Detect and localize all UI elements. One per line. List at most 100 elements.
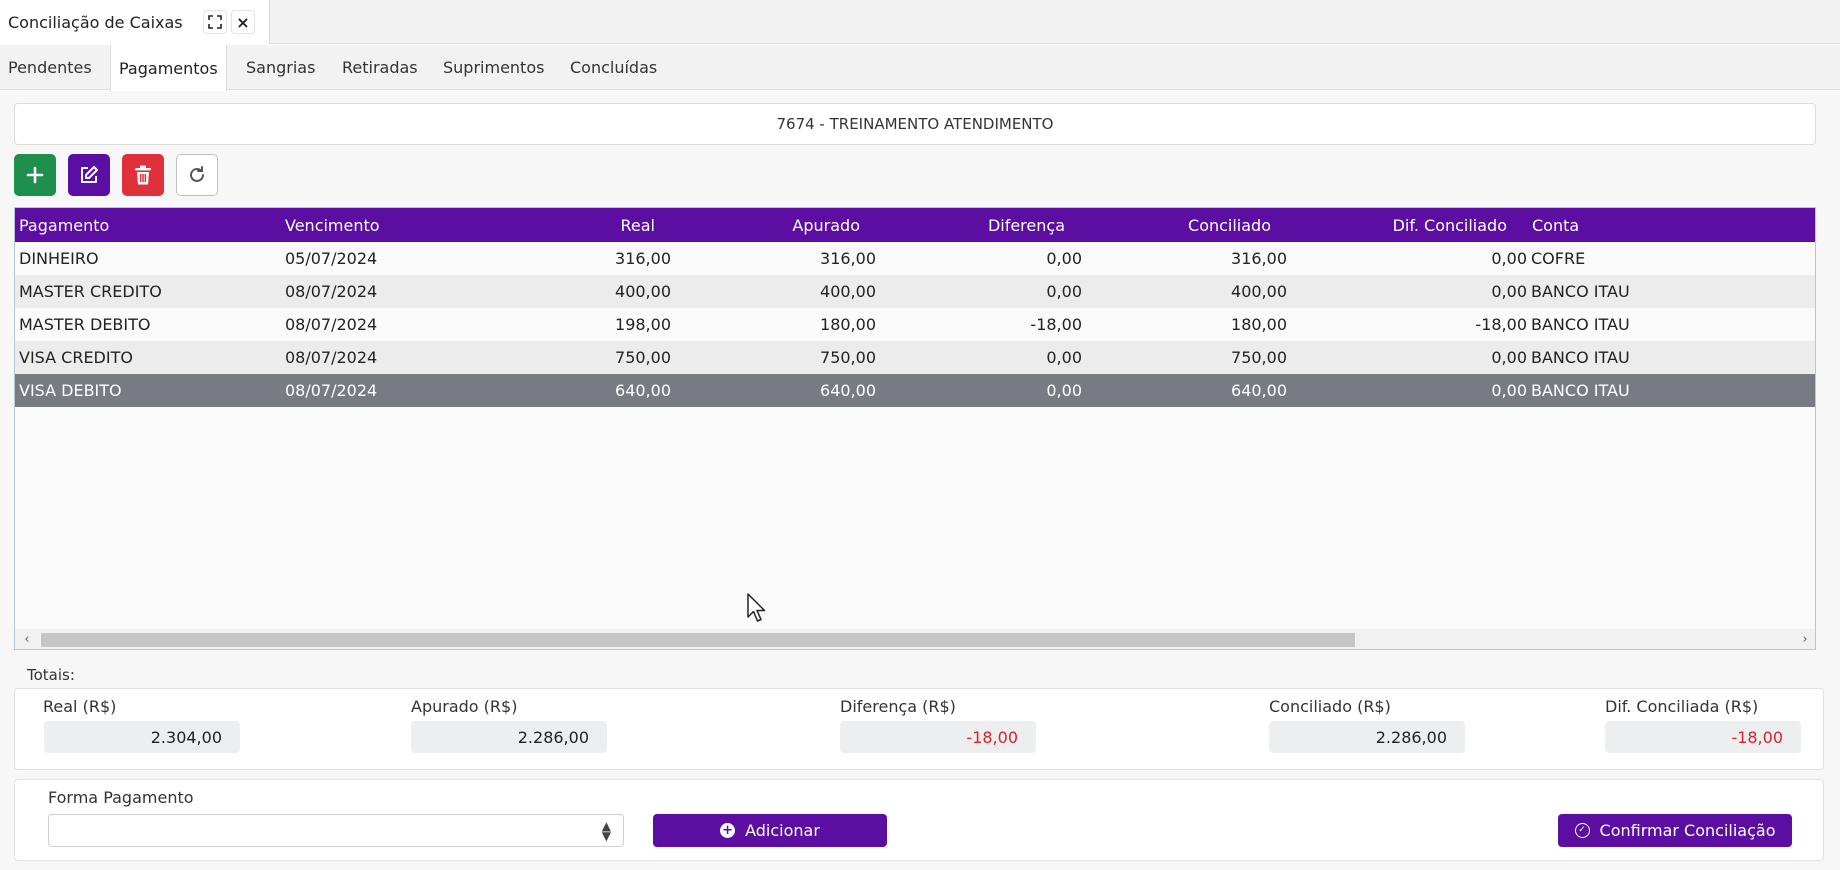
window-tab-bar: Conciliação de Caixas × (0, 0, 1840, 44)
cell-conta: BANCO ITAU (1531, 282, 1630, 301)
table-row[interactable]: MASTER DEBITO 08/07/2024 198,00 180,00 -… (15, 308, 1815, 341)
cell-diferenca: -18,00 (1030, 315, 1082, 334)
cell-conta: BANCO ITAU (1531, 348, 1630, 367)
add-button[interactable] (14, 154, 56, 196)
cell-vencimento: 08/07/2024 (285, 348, 378, 367)
cell-dif-conciliado: 0,00 (1491, 249, 1527, 268)
table-row[interactable]: VISA CREDITO 08/07/2024 750,00 750,00 0,… (15, 341, 1815, 374)
horizontal-scrollbar[interactable]: ‹ › (15, 629, 1815, 649)
tab-pagamentos[interactable]: Pagamentos (110, 45, 227, 91)
close-icon[interactable]: × (231, 10, 255, 34)
adicionar-button[interactable]: + Adicionar (653, 814, 887, 847)
cell-real: 198,00 (615, 315, 671, 334)
scrollbar-thumb[interactable] (41, 633, 1355, 647)
plus-icon (26, 166, 44, 184)
scroll-right-icon[interactable]: › (1802, 631, 1808, 647)
cell-conta: BANCO ITAU (1531, 381, 1630, 400)
cell-real: 750,00 (615, 348, 671, 367)
cell-apurado: 316,00 (820, 249, 876, 268)
payment-form: Forma Pagamento ▲ ▼ + Adicionar ✓ Confirm… (14, 779, 1824, 861)
tab-suprimentos[interactable]: Suprimentos (443, 58, 545, 77)
forma-pagamento-select[interactable]: ▲ ▼ (48, 814, 624, 847)
window-tab[interactable]: Conciliação de Caixas × (0, 0, 270, 44)
total-diferenca-label: Diferença (R$) (840, 697, 956, 716)
forma-pagamento-label: Forma Pagamento (48, 788, 194, 807)
mouse-cursor-icon (747, 593, 766, 622)
table-row-selected[interactable]: VISA DEBITO 08/07/2024 640,00 640,00 0,0… (15, 374, 1815, 407)
delete-button[interactable] (122, 154, 164, 196)
refresh-button[interactable] (176, 154, 218, 196)
total-apurado-value: 2.286,00 (411, 721, 607, 753)
total-dif-conciliada-label: Dif. Conciliada (R$) (1605, 697, 1759, 716)
total-dif-conciliada-value: -18,00 (1605, 721, 1801, 753)
store-title: 7674 - TREINAMENTO ATENDIMENTO (14, 103, 1816, 145)
cell-conciliado: 640,00 (1231, 381, 1287, 400)
cell-apurado: 400,00 (820, 282, 876, 301)
cell-vencimento: 08/07/2024 (285, 381, 378, 400)
col-header-diferenca[interactable]: Diferença (987, 215, 1065, 235)
edit-button[interactable] (68, 154, 110, 196)
tab-pendentes[interactable]: Pendentes (8, 58, 92, 77)
expand-icon[interactable] (203, 10, 227, 34)
select-caret-icon: ▲ ▼ (601, 819, 611, 843)
total-conciliado-value: 2.286,00 (1269, 721, 1465, 753)
cell-dif-conciliado: 0,00 (1491, 381, 1527, 400)
cell-vencimento: 05/07/2024 (285, 249, 378, 268)
cell-real: 400,00 (615, 282, 671, 301)
col-header-dif-conciliado[interactable]: Dif. Conciliado (1392, 215, 1507, 235)
tab-sangrias[interactable]: Sangrias (246, 58, 316, 77)
total-conciliado-label: Conciliado (R$) (1269, 697, 1391, 716)
cell-dif-conciliado: 0,00 (1491, 348, 1527, 367)
cell-diferenca: 0,00 (1046, 282, 1082, 301)
cell-real: 316,00 (615, 249, 671, 268)
window-title: Conciliação de Caixas (8, 12, 183, 32)
col-header-real[interactable]: Real (620, 215, 656, 235)
cell-real: 640,00 (615, 381, 671, 400)
total-real-value: 2.304,00 (44, 721, 240, 753)
trash-icon (135, 165, 151, 185)
cell-pagamento: DINHEIRO (19, 249, 99, 268)
table-row[interactable]: MASTER CREDITO 08/07/2024 400,00 400,00 … (15, 275, 1815, 308)
cell-dif-conciliado: 0,00 (1491, 282, 1527, 301)
totals-label: Totais: (27, 666, 75, 684)
confirmar-conciliacao-button[interactable]: ✓ Confirmar Conciliação (1558, 814, 1792, 847)
tab-concluidas[interactable]: Concluídas (570, 58, 658, 77)
confirmar-label: Confirmar Conciliação (1599, 821, 1776, 840)
grid-header: Pagamento Vencimento Real Apurado Difere… (15, 208, 1815, 242)
plus-circle-icon: + (720, 823, 736, 838)
col-header-apurado[interactable]: Apurado (792, 215, 860, 235)
total-apurado-label: Apurado (R$) (411, 697, 518, 716)
total-real-label: Real (R$) (43, 697, 117, 716)
table-row[interactable]: DINHEIRO 05/07/2024 316,00 316,00 0,00 3… (15, 242, 1815, 275)
scroll-left-icon[interactable]: ‹ (24, 631, 30, 647)
col-header-pagamento[interactable]: Pagamento (19, 215, 110, 235)
cell-diferenca: 0,00 (1046, 348, 1082, 367)
totals-panel: Real (R$) 2.304,00 Apurado (R$) 2.286,00… (14, 688, 1824, 770)
cell-pagamento: VISA CREDITO (19, 348, 133, 367)
cell-apurado: 180,00 (820, 315, 876, 334)
cell-vencimento: 08/07/2024 (285, 315, 378, 334)
section-tabs: Pendentes Pagamentos Sangrias Retiradas … (0, 45, 1840, 91)
cell-dif-conciliado: -18,00 (1475, 315, 1527, 334)
cell-apurado: 750,00 (820, 348, 876, 367)
tab-retiradas[interactable]: Retiradas (342, 58, 418, 77)
cell-conta: COFRE (1531, 249, 1586, 268)
cell-conta: BANCO ITAU (1531, 315, 1630, 334)
col-header-conciliado[interactable]: Conciliado (1188, 215, 1271, 235)
payments-grid: Pagamento Vencimento Real Apurado Difere… (14, 207, 1816, 650)
cell-diferenca: 0,00 (1046, 381, 1082, 400)
check-circle-icon: ✓ (1574, 823, 1590, 838)
col-header-conta[interactable]: Conta (1532, 215, 1580, 235)
cell-conciliado: 750,00 (1231, 348, 1287, 367)
cell-pagamento: VISA DEBITO (19, 381, 122, 400)
adicionar-label: Adicionar (745, 821, 820, 840)
cell-pagamento: MASTER CREDITO (19, 282, 162, 301)
cell-apurado: 640,00 (820, 381, 876, 400)
total-diferenca-value: -18,00 (840, 721, 1036, 753)
col-header-vencimento[interactable]: Vencimento (285, 215, 380, 235)
refresh-icon (190, 166, 204, 182)
edit-icon (81, 166, 98, 183)
cell-conciliado: 316,00 (1231, 249, 1287, 268)
cell-pagamento: MASTER DEBITO (19, 315, 151, 334)
main-content: 7674 - TREINAMENTO ATENDIMENTO (0, 91, 1840, 870)
